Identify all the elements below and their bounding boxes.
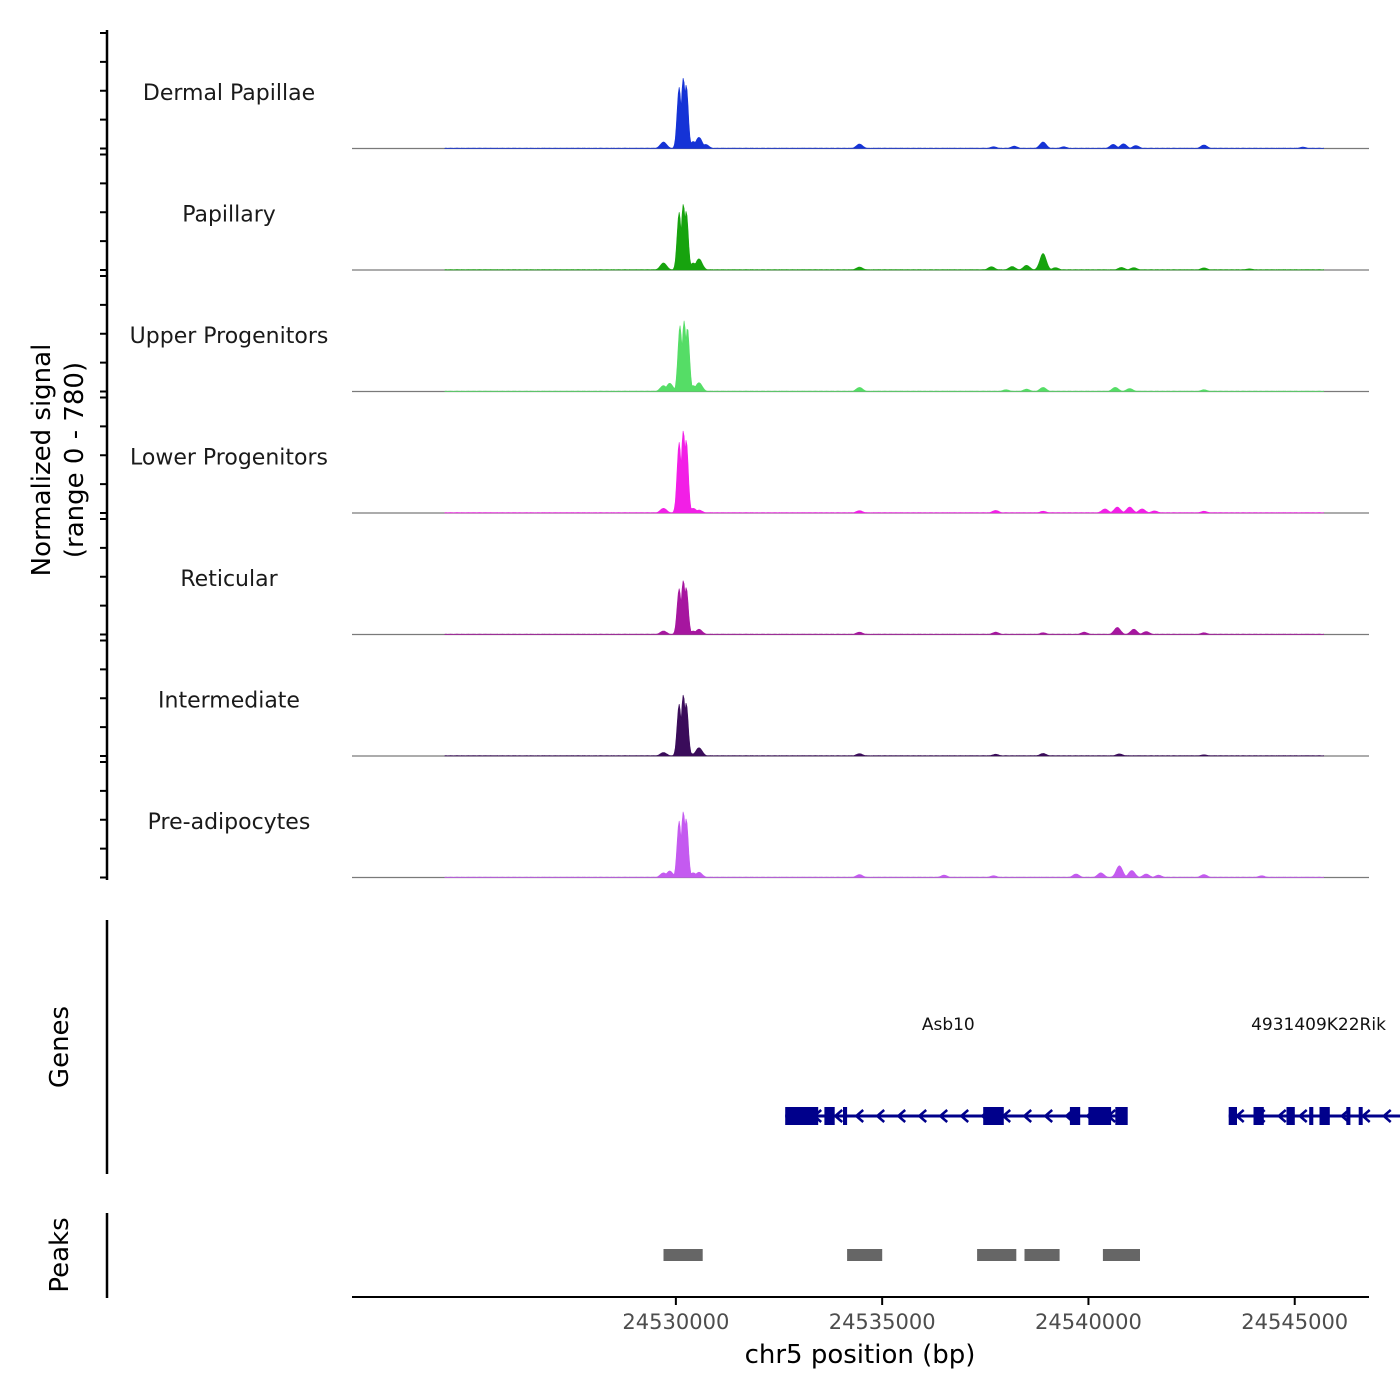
gene-4931409k22rik: 4931409K22Rik bbox=[1228, 1015, 1400, 1125]
coverage-area bbox=[444, 811, 1324, 878]
track-intermediate: Intermediate bbox=[100, 639, 1369, 757]
gene-exon bbox=[983, 1107, 1004, 1125]
track-reticular: Reticular bbox=[100, 518, 1369, 636]
strand-arrow bbox=[1043, 1109, 1054, 1123]
coverage-area bbox=[444, 78, 1324, 149]
coverage-area bbox=[444, 694, 1324, 757]
track-papillary: Papillary bbox=[100, 153, 1369, 271]
gene-name: Asb10 bbox=[922, 1015, 975, 1035]
strand-arrow bbox=[875, 1109, 886, 1123]
coverage-tracks: Dermal Papillae Papillary Upper Progenitor… bbox=[100, 30, 1369, 880]
x-axis-title: chr5 position (bp) bbox=[745, 1340, 976, 1370]
track-label: Intermediate bbox=[158, 689, 300, 714]
peak-region bbox=[977, 1249, 1017, 1261]
coverage-area bbox=[444, 204, 1324, 271]
coverage-area bbox=[444, 320, 1324, 392]
track-label: Pre-adipocytes bbox=[148, 810, 311, 835]
gene-exon bbox=[785, 1107, 819, 1125]
strand-arrow bbox=[833, 1109, 844, 1123]
gene-exon bbox=[1319, 1107, 1330, 1125]
peak-region bbox=[847, 1249, 883, 1261]
x-tick-label: 24540000 bbox=[1035, 1310, 1142, 1334]
peak-region bbox=[663, 1249, 703, 1261]
strand-arrow bbox=[938, 1109, 949, 1123]
peak-region bbox=[1102, 1249, 1140, 1261]
strand-arrow bbox=[1381, 1109, 1392, 1123]
track-upper-progenitors: Upper Progenitors bbox=[100, 275, 1369, 393]
peak-region bbox=[1024, 1249, 1060, 1261]
gene-exon bbox=[1286, 1107, 1295, 1125]
gene-exon bbox=[1346, 1107, 1351, 1125]
gene-exon bbox=[1309, 1107, 1314, 1125]
gene-exon bbox=[1115, 1107, 1128, 1125]
gene-exon bbox=[824, 1107, 835, 1125]
y-axis-title-line1: Normalized signal bbox=[27, 344, 57, 577]
x-tick-label: 24530000 bbox=[622, 1310, 729, 1334]
x-tick-label: 24545000 bbox=[1241, 1310, 1348, 1334]
y-axis-title: Normalized signal (range 0 - 780) bbox=[27, 344, 90, 577]
peaks-panel-title: Peaks bbox=[45, 1217, 75, 1292]
gene-exon bbox=[1088, 1107, 1112, 1125]
strand-arrow bbox=[1276, 1109, 1287, 1123]
strand-arrow bbox=[1297, 1109, 1308, 1123]
coverage-area bbox=[444, 580, 1324, 635]
genes-panel: Genes Asb10 4931409K22Rik bbox=[45, 920, 1400, 1174]
strand-arrow bbox=[959, 1109, 970, 1123]
y-axis-title-line2: (range 0 - 780) bbox=[60, 362, 90, 558]
track-label: Reticular bbox=[180, 567, 278, 592]
track-label: Upper Progenitors bbox=[130, 324, 329, 349]
strand-arrow bbox=[854, 1109, 865, 1123]
track-pre-adipocytes: Pre-adipocytes bbox=[100, 761, 1369, 879]
track-lower-progenitors: Lower Progenitors bbox=[100, 396, 1369, 514]
gene-asb10: Asb10 bbox=[785, 1015, 1128, 1125]
track-label: Papillary bbox=[182, 203, 276, 228]
x-axis: chr5 position (bp) 24530000 24535000 24540… bbox=[352, 1296, 1369, 1370]
strand-arrow bbox=[1360, 1109, 1371, 1123]
strand-arrow bbox=[1022, 1109, 1033, 1123]
strand-arrow bbox=[917, 1109, 928, 1123]
gene-exon bbox=[1228, 1107, 1237, 1125]
gene-name: 4931409K22Rik bbox=[1251, 1015, 1386, 1035]
gene-exon bbox=[1253, 1107, 1264, 1125]
peaks-panel: Peaks bbox=[45, 1213, 1140, 1298]
gene-exon bbox=[843, 1107, 848, 1125]
track-label: Lower Progenitors bbox=[130, 446, 328, 471]
coverage-area bbox=[444, 430, 1324, 514]
gene-exon bbox=[1358, 1107, 1363, 1125]
x-tick-label: 24535000 bbox=[829, 1310, 936, 1334]
track-dermal-papillae: Dermal Papillae bbox=[100, 32, 1369, 150]
genes-panel-title: Genes bbox=[45, 1006, 75, 1088]
gene-exon bbox=[1069, 1107, 1081, 1125]
track-label: Dermal Papillae bbox=[143, 81, 315, 106]
strand-arrow bbox=[896, 1109, 907, 1123]
